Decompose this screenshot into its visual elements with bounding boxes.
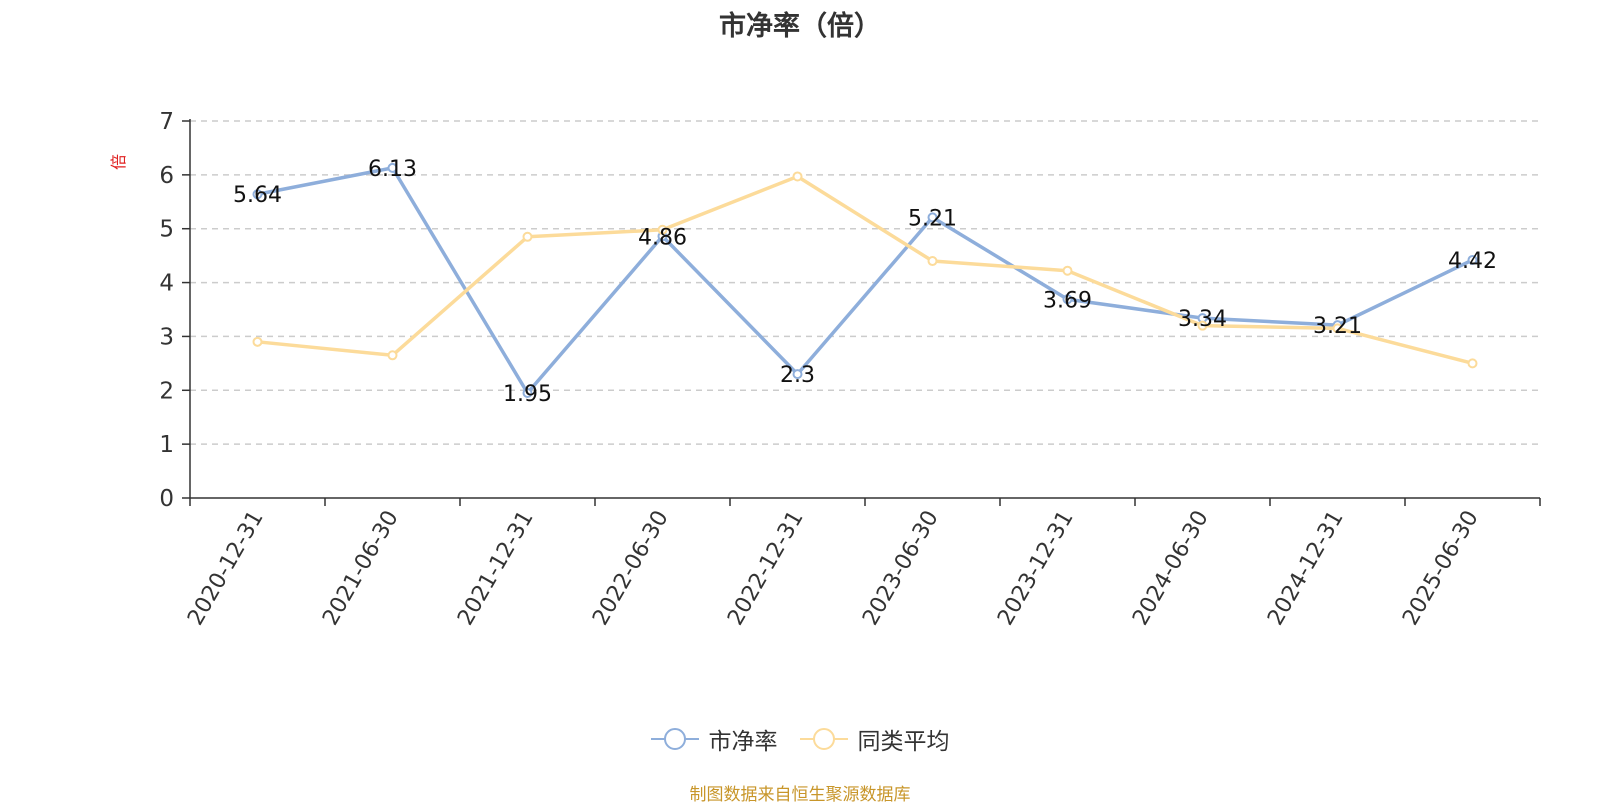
y-tick-label: 5 (159, 217, 174, 243)
y-tick-label: 4 (159, 271, 174, 297)
x-tick-label: 2024-06-30 (1128, 507, 1214, 630)
data-point-avg (657, 224, 668, 235)
series-line-pb (255, 166, 1475, 395)
axis-layer: 0 1 2 3 4 5 6 7 倍 2020-12-31 2021-06-30 2021-12-31 2… (109, 109, 1541, 630)
data-point-avg (1467, 358, 1478, 369)
data-label: 4.86 (638, 225, 687, 250)
data-label: 5.64 (233, 183, 282, 208)
data-point-pb (1062, 294, 1073, 305)
data-label: 5.21 (908, 206, 957, 231)
data-point-pb (387, 162, 398, 173)
y-tick-label: 3 (159, 324, 174, 350)
data-point-avg (792, 171, 803, 182)
x-tick-label: 2021-06-30 (318, 507, 404, 630)
data-point-pb (1467, 254, 1478, 265)
data-label-layer: 5.64 6.13 1.95 4.86 2.3 5.21 3.69 3.34 3.21 4.42 (233, 157, 1497, 407)
x-tick-label: 2025-06-30 (1398, 507, 1484, 630)
data-point-pb (252, 189, 263, 200)
x-tick-label: 2022-06-30 (588, 507, 674, 630)
y-tick-label: 2 (159, 378, 174, 404)
x-tick-label: 2023-12-31 (993, 507, 1079, 630)
data-point-avg (1197, 320, 1208, 331)
data-label: 3.69 (1043, 288, 1092, 313)
legend-label-pb: 市净率 (708, 729, 778, 755)
series-line-avg (255, 174, 1475, 366)
data-point-pb (927, 212, 938, 223)
data-label: 1.95 (503, 382, 552, 407)
data-point-pb (522, 387, 533, 398)
x-tick-label: 2020-12-31 (183, 507, 269, 630)
data-label: 6.13 (368, 157, 417, 182)
y-tick-label: 0 (159, 486, 174, 512)
data-point-avg (1062, 265, 1073, 276)
data-label: 3.21 (1313, 314, 1362, 339)
x-tick-label: 2024-12-31 (1263, 507, 1349, 630)
legend-item-pb[interactable]: 市净率 (650, 722, 778, 756)
data-point-avg (252, 336, 263, 347)
x-tick-label: 2023-06-30 (858, 507, 944, 630)
y-axis-unit-label: 倍 (109, 154, 128, 170)
legend-marker-avg-icon (799, 728, 848, 750)
chart-title: 市净率（倍） (719, 11, 881, 42)
x-tick-label: 2022-12-31 (723, 507, 809, 630)
y-tick-label: 1 (159, 432, 174, 458)
series-layer (252, 162, 1478, 398)
data-point-avg (927, 256, 938, 267)
data-point-avg (522, 231, 533, 242)
source-note: 制图数据来自恒生聚源数据库 (689, 785, 911, 805)
data-point-pb (792, 369, 803, 380)
legend: 市净率 同类平均 (0, 722, 1600, 756)
legend-marker-pb-icon (650, 728, 699, 750)
data-label: 4.42 (1448, 249, 1497, 274)
data-label: 2.3 (780, 363, 815, 388)
legend-label-avg: 同类平均 (857, 729, 950, 755)
x-tick-label: 2021-12-31 (453, 507, 539, 630)
y-tick-label: 7 (159, 109, 174, 135)
data-point-avg (1332, 323, 1343, 334)
data-point-avg (387, 350, 398, 361)
legend-item-avg[interactable]: 同类平均 (799, 722, 950, 756)
data-label: 3.34 (1178, 307, 1227, 332)
y-tick-label: 6 (159, 163, 174, 189)
